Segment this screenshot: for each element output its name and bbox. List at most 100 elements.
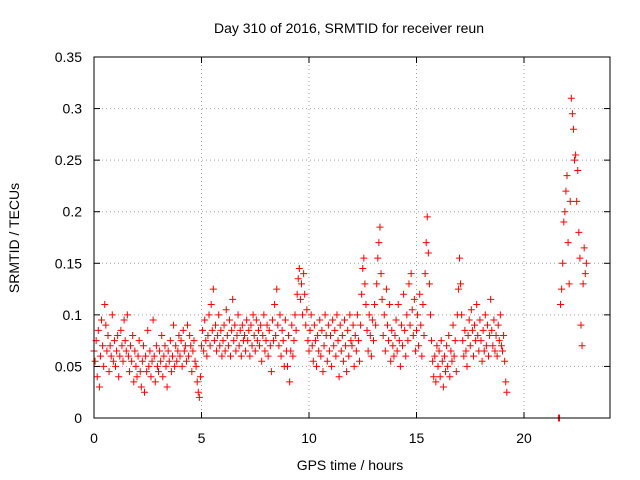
data-point: [295, 264, 303, 272]
data-point: [429, 357, 437, 365]
data-point: [324, 321, 332, 329]
data-point: [227, 352, 235, 360]
y-tick-label: 0.05: [55, 358, 82, 374]
data-point: [342, 342, 350, 350]
data-point: [382, 285, 390, 293]
data-point: [276, 311, 284, 319]
data-point: [297, 280, 305, 288]
data-point: [262, 337, 270, 345]
data-point: [421, 270, 429, 278]
data-point: [323, 357, 331, 365]
data-point: [494, 321, 502, 329]
data-point: [119, 357, 127, 365]
data-point: [366, 331, 374, 339]
data-point: [178, 362, 186, 370]
data-point: [376, 223, 384, 231]
data-point: [244, 337, 252, 345]
data-point: [416, 290, 424, 298]
data-point: [580, 244, 588, 252]
data-point: [271, 301, 279, 309]
data-point: [143, 368, 151, 376]
data-point: [121, 337, 129, 345]
data-point: [374, 254, 382, 262]
data-point: [285, 331, 293, 339]
data-point: [117, 326, 125, 334]
data-point: [456, 254, 463, 262]
data-point: [579, 280, 587, 288]
data-point: [360, 254, 368, 262]
data-point: [288, 321, 296, 329]
data-point: [345, 352, 353, 360]
data-point: [396, 362, 404, 370]
data-point: [198, 342, 205, 350]
data-point: [219, 337, 227, 345]
data-point: [131, 347, 139, 355]
y-axis-ticks: 0 0.05 0.1 0.15 0.2 0.25 0.3 0.35: [55, 49, 610, 426]
data-point: [194, 388, 202, 396]
data-point: [395, 337, 403, 345]
data-point: [223, 331, 231, 339]
data-point: [354, 337, 362, 345]
y-tick-label: 0.15: [55, 255, 82, 271]
data-point: [407, 270, 415, 278]
data-point: [258, 357, 266, 365]
data-point: [176, 352, 184, 360]
data-point: [465, 316, 473, 324]
data-point: [480, 347, 488, 355]
plot-frame: [93, 56, 611, 419]
data-point: [359, 264, 367, 272]
data-point: [173, 357, 181, 365]
data-point: [195, 393, 203, 401]
data-point: [574, 166, 582, 174]
data-point: [308, 342, 316, 350]
data-point: [445, 331, 453, 339]
data-point: [491, 347, 499, 355]
data-point: [115, 373, 123, 381]
data-point: [192, 362, 200, 370]
data-point: [237, 352, 245, 360]
data-point: [443, 342, 451, 350]
data-point: [95, 383, 103, 391]
data-point: [377, 270, 385, 278]
data-point: [414, 311, 422, 319]
data-point: [264, 352, 272, 360]
data-point: [306, 326, 314, 334]
data-point: [281, 316, 289, 324]
data-point: [310, 321, 318, 329]
data-point: [435, 347, 443, 355]
data-point: [333, 311, 341, 319]
data-point: [284, 362, 291, 370]
data-point: [309, 357, 317, 365]
data-point: [466, 342, 474, 350]
data-point: [365, 311, 373, 319]
data-point: [464, 331, 472, 339]
data-point: [347, 337, 355, 345]
data-point: [232, 347, 240, 355]
data-point: [118, 342, 126, 350]
data-point: [501, 357, 509, 365]
data-point: [175, 331, 183, 339]
data-point: [224, 342, 232, 350]
data-point: [473, 301, 481, 309]
data-point: [210, 337, 218, 345]
data-point: [150, 352, 158, 360]
data-point: [305, 347, 313, 355]
data-point: [367, 352, 375, 360]
x-axis-label: GPS time / hours: [297, 457, 404, 473]
data-point: [304, 337, 312, 345]
data-point: [104, 331, 112, 339]
gridlines: [94, 57, 610, 418]
data-point: [321, 311, 329, 319]
x-tick-label: 10: [301, 430, 317, 446]
chart-title: Day 310 of 2016, SRMTID for receiver reu…: [214, 20, 484, 36]
data-point: [267, 368, 275, 376]
data-point: [202, 337, 210, 345]
data-point: [105, 368, 113, 376]
data-point: [220, 321, 228, 329]
data-point: [116, 352, 124, 360]
data-point: [252, 316, 260, 324]
data-point: [100, 362, 108, 370]
data-point: [209, 285, 217, 293]
data-point: [201, 316, 209, 324]
data-point: [110, 337, 118, 345]
